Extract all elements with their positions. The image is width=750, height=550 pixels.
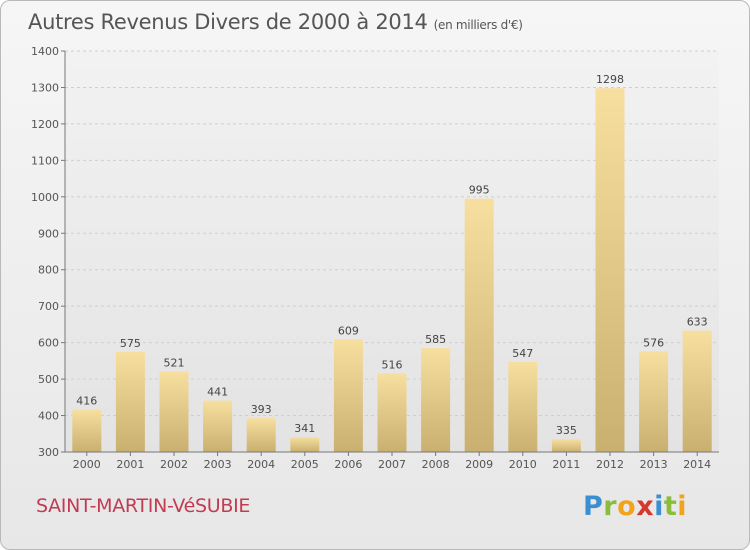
data-label: 416 (76, 395, 97, 408)
x-tick-label: 2008 (422, 458, 450, 471)
x-tick-label: 2007 (378, 458, 406, 471)
logo-letter: P (583, 491, 604, 522)
data-label: 609 (338, 324, 359, 337)
bar-2010 (508, 361, 538, 452)
logo-letter: r (603, 491, 618, 522)
proxiti-logo[interactable]: Proxiti (583, 491, 687, 522)
logo-letter: o (617, 491, 637, 522)
data-label: 521 (164, 356, 185, 369)
bar-2004 (246, 418, 276, 452)
bar-2014 (682, 330, 712, 452)
x-tick-label: 2014 (683, 458, 711, 471)
y-tick-label: 1400 (31, 45, 59, 58)
data-label: 441 (207, 386, 228, 399)
bar-2003 (203, 400, 233, 452)
data-label: 575 (120, 337, 141, 350)
y-tick-label: 900 (38, 227, 59, 240)
chart-title: Autres Revenus Divers de 2000 à 2014 (en … (28, 10, 523, 34)
y-tick-label: 1000 (31, 191, 59, 204)
bar-2009 (464, 198, 494, 452)
x-tick-label: 2005 (291, 458, 319, 471)
data-label: 585 (425, 333, 446, 346)
data-label: 1298 (596, 73, 624, 86)
town-name: SAINT-MARTIN-VéSUBIE (36, 495, 251, 517)
bar-2011 (551, 439, 581, 452)
y-tick-label: 700 (38, 300, 59, 313)
data-label: 633 (687, 316, 708, 329)
y-tick-label: 1200 (31, 118, 59, 131)
logo-letter: x (636, 491, 655, 522)
x-tick-label: 2010 (509, 458, 537, 471)
chart-title-text: Autres Revenus Divers de 2000 à 2014 (28, 10, 428, 34)
bar-2006 (333, 339, 363, 452)
data-label: 516 (382, 358, 403, 371)
bar-2013 (639, 351, 669, 452)
bar-2008 (421, 348, 451, 452)
x-tick-label: 2006 (334, 458, 362, 471)
logo-letter: i (677, 491, 688, 522)
logo-letter: i (654, 491, 664, 522)
x-tick-label: 2011 (552, 458, 580, 471)
x-tick-label: 2000 (73, 458, 101, 471)
bar-2002 (159, 371, 189, 452)
x-tick-label: 2009 (465, 458, 493, 471)
data-label: 393 (251, 403, 272, 416)
chart-subtitle: (en milliers d'€) (433, 18, 523, 32)
y-tick-label: 300 (38, 446, 59, 459)
x-tick-label: 2004 (247, 458, 275, 471)
data-label: 341 (294, 422, 315, 435)
x-tick-label: 2002 (160, 458, 188, 471)
y-tick-label: 400 (38, 410, 59, 423)
bar-2005 (290, 437, 320, 452)
x-tick-label: 2012 (596, 458, 624, 471)
bar-2000 (72, 409, 102, 452)
logo-letter: t (663, 491, 678, 522)
y-tick-label: 1300 (31, 81, 59, 94)
data-label: 547 (512, 347, 533, 360)
data-label: 335 (556, 424, 577, 437)
y-tick-label: 800 (38, 264, 59, 277)
bar-2001 (115, 351, 145, 452)
bar-2012 (595, 88, 625, 452)
data-label: 576 (643, 336, 664, 349)
x-tick-label: 2003 (204, 458, 232, 471)
x-tick-label: 2001 (116, 458, 144, 471)
y-tick-label: 500 (38, 373, 59, 386)
y-tick-label: 1100 (31, 154, 59, 167)
bar-2007 (377, 373, 407, 452)
data-label: 995 (469, 184, 490, 197)
y-tick-label: 600 (38, 337, 59, 350)
x-tick-label: 2013 (640, 458, 668, 471)
